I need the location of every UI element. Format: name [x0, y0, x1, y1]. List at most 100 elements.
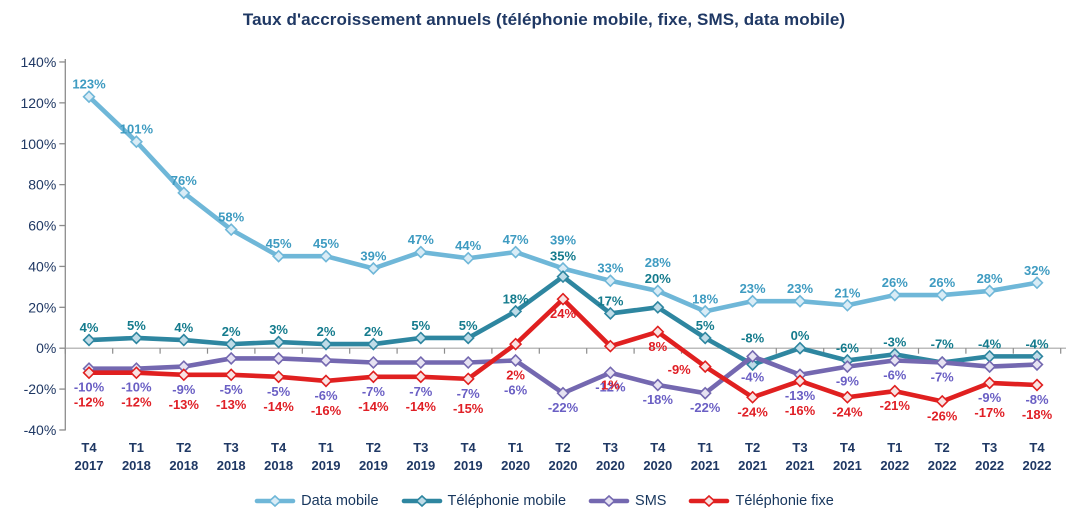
data-point-marker	[793, 294, 807, 308]
value-label-data-mobile: 58%	[218, 210, 244, 225]
x-tick-label-quarter: T2	[555, 440, 570, 455]
x-tick-label-quarter: T1	[129, 440, 144, 455]
value-label-data-mobile: 18%	[692, 291, 718, 306]
value-label-t-l-phonie-fixe: -24%	[832, 404, 863, 419]
data-point-marker	[461, 251, 475, 265]
value-label-t-l-phonie-mobile: -7%	[931, 337, 955, 352]
value-label-sms: -10%	[74, 380, 105, 395]
value-label-t-l-phonie-mobile: -3%	[883, 334, 907, 349]
legend-item-telephonie-mobile: Téléphonie mobile	[401, 493, 567, 509]
value-label-t-l-phonie-fixe: -14%	[406, 399, 437, 414]
x-tick-label-quarter: T2	[935, 440, 950, 455]
value-label-t-l-phonie-fixe: -14%	[358, 399, 389, 414]
value-label-data-mobile: 76%	[171, 173, 197, 188]
value-label-data-mobile: 23%	[787, 281, 813, 296]
data-point-marker	[509, 245, 523, 259]
data-point-marker	[983, 360, 997, 374]
x-tick-label-year: 2017	[75, 458, 104, 473]
value-label-sms: -7%	[362, 384, 386, 399]
data-point-marker	[840, 390, 854, 404]
value-label-sms: -22%	[548, 400, 579, 415]
data-point-marker	[82, 333, 96, 347]
value-label-sms: -6%	[504, 382, 528, 397]
value-label-data-mobile: 32%	[1024, 263, 1050, 278]
x-tick-label-year: 2021	[738, 458, 767, 473]
value-label-data-mobile: 45%	[313, 236, 339, 251]
value-label-sms: -9%	[172, 382, 196, 397]
y-tick-label: 80%	[28, 177, 56, 193]
value-label-data-mobile: 44%	[455, 238, 481, 253]
legend-item-sms: SMS	[588, 493, 666, 509]
value-label-sms: -9%	[978, 390, 1002, 405]
data-point-marker	[651, 300, 665, 314]
value-label-data-mobile: 26%	[929, 275, 955, 290]
data-point-marker	[414, 245, 428, 259]
x-tick-label-year: 2022	[1023, 458, 1052, 473]
value-label-t-l-phonie-fixe: -12%	[74, 395, 105, 410]
value-label-t-l-phonie-mobile: -4%	[1025, 336, 1049, 351]
data-point-marker	[414, 355, 428, 370]
x-tick-label-quarter: T1	[508, 440, 523, 455]
data-point-marker	[177, 186, 191, 200]
legend-label: Data mobile	[301, 493, 379, 509]
data-point-marker	[746, 390, 760, 404]
value-label-t-l-phonie-fixe: -13%	[216, 397, 247, 412]
x-tick-label-quarter: T3	[224, 440, 239, 455]
data-point-marker	[840, 360, 854, 374]
data-point-marker	[556, 270, 570, 284]
x-tick-label-year: 2019	[312, 458, 341, 473]
x-tick-label-year: 2021	[833, 458, 862, 473]
value-label-data-mobile: 39%	[550, 232, 576, 247]
data-point-marker	[177, 368, 191, 382]
value-label-t-l-phonie-fixe: -24%	[737, 404, 768, 419]
value-label-t-l-phonie-mobile: -6%	[836, 340, 860, 355]
legend-item-data-mobile: Data mobile	[254, 493, 379, 509]
value-label-t-l-phonie-mobile: 5%	[459, 318, 478, 333]
series-t-l-phonie-mobile	[82, 270, 1044, 372]
value-label-data-mobile: 28%	[977, 271, 1003, 286]
value-label-t-l-phonie-fixe: 24%	[550, 306, 576, 321]
y-tick-label: 100%	[20, 136, 56, 152]
x-tick-label-quarter: T1	[318, 440, 333, 455]
data-point-marker	[651, 325, 665, 339]
data-point-marker	[461, 331, 475, 345]
y-tick-label: 140%	[20, 54, 56, 70]
data-point-marker	[414, 331, 428, 345]
x-tick-label-year: 2018	[264, 458, 293, 473]
value-label-t-l-phonie-mobile: -8%	[741, 330, 765, 345]
value-label-sms: -6%	[883, 367, 907, 382]
value-label-t-l-phonie-fixe: -14%	[263, 399, 294, 414]
value-label-t-l-phonie-mobile: 4%	[174, 320, 193, 335]
y-tick-label: 60%	[28, 218, 56, 234]
value-label-data-mobile: 26%	[882, 275, 908, 290]
data-point-marker	[224, 351, 238, 365]
data-point-marker	[129, 366, 143, 380]
data-point-marker	[698, 360, 712, 374]
y-tick-label: 120%	[20, 95, 56, 111]
value-label-t-l-phonie-mobile: 2%	[364, 324, 383, 339]
x-tick-label-year: 2019	[406, 458, 435, 473]
value-label-t-l-phonie-mobile: 2%	[317, 324, 336, 339]
value-label-t-l-phonie-fixe: 8%	[648, 339, 667, 354]
x-tick-label-year: 2018	[169, 458, 198, 473]
value-label-t-l-phonie-fixe: -15%	[453, 401, 484, 416]
value-label-t-l-phonie-mobile: 35%	[550, 248, 576, 263]
x-tick-label-quarter: T1	[887, 440, 902, 455]
y-tick-label: -40%	[24, 422, 57, 438]
value-label-sms: -12%	[595, 380, 626, 395]
legend-label: Téléphonie mobile	[447, 493, 567, 509]
value-label-sms: -7%	[931, 370, 955, 385]
y-tick-label: 20%	[28, 299, 56, 315]
data-point-marker	[698, 386, 712, 400]
data-point-marker	[224, 368, 238, 382]
value-label-t-l-phonie-mobile: 5%	[411, 318, 430, 333]
x-tick-label-year: 2021	[691, 458, 720, 473]
data-point-marker	[651, 378, 665, 392]
data-point-marker	[935, 394, 949, 408]
data-point-marker	[82, 90, 96, 104]
data-point-marker	[556, 292, 570, 306]
sms-line-marker-icon	[588, 494, 630, 508]
data-point-marker	[698, 304, 712, 318]
data-point-marker	[1030, 358, 1044, 372]
value-label-t-l-phonie-fixe: -18%	[1022, 407, 1053, 422]
